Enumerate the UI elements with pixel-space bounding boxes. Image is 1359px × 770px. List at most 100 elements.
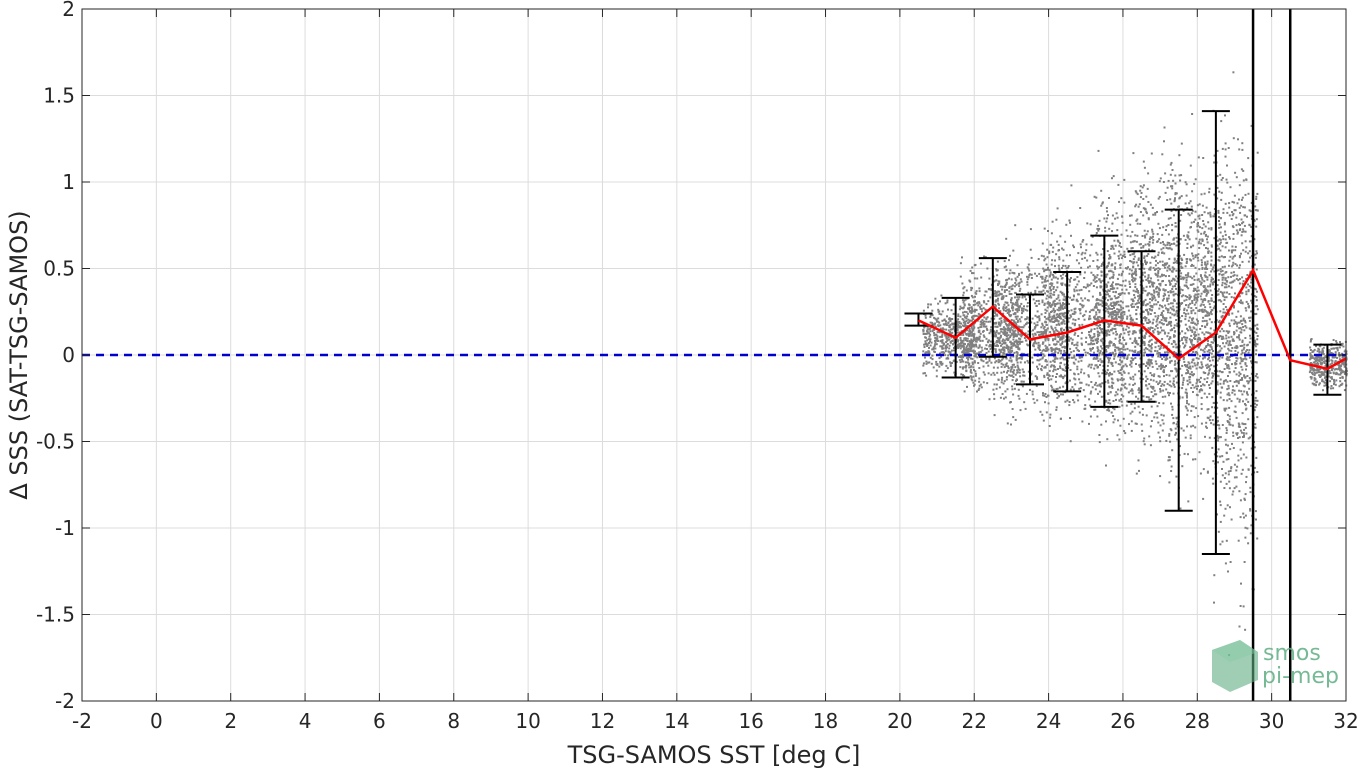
scatter-point xyxy=(944,334,947,337)
scatter-point xyxy=(1238,436,1241,439)
scatter-point xyxy=(1142,317,1145,319)
scatter-point xyxy=(1185,341,1188,344)
scatter-point xyxy=(1153,256,1156,259)
scatter-point xyxy=(929,338,932,341)
scatter-point xyxy=(1210,382,1213,385)
scatter-point xyxy=(1230,281,1233,284)
scatter-point xyxy=(1047,348,1050,351)
scatter-point xyxy=(1111,286,1114,289)
scatter-point xyxy=(1063,295,1066,298)
scatter-point xyxy=(1077,252,1080,255)
scatter-point xyxy=(1073,278,1076,281)
scatter-point xyxy=(1095,251,1098,254)
scatter-point xyxy=(1044,292,1046,295)
scatter-point xyxy=(1125,404,1128,407)
scatter-point xyxy=(1046,373,1049,376)
scatter-point xyxy=(1106,409,1109,412)
scatter-point xyxy=(1175,275,1177,278)
scatter-point xyxy=(987,341,989,344)
scatter-point xyxy=(1005,281,1008,284)
scatter-point xyxy=(961,341,964,344)
scatter-point xyxy=(1111,327,1114,330)
scatter-point xyxy=(1002,328,1005,331)
scatter-point xyxy=(958,359,961,362)
scatter-point xyxy=(1012,330,1015,333)
scatter-point xyxy=(1238,266,1241,269)
scatter-point xyxy=(1155,362,1158,365)
scatter-point xyxy=(970,306,973,309)
scatter-point xyxy=(1159,177,1162,180)
scatter-point xyxy=(960,373,963,376)
scatter-point xyxy=(1059,367,1062,369)
scatter-point xyxy=(1238,206,1241,209)
scatter-point xyxy=(1160,305,1163,308)
scatter-point xyxy=(969,332,972,335)
scatter-point xyxy=(1232,339,1235,342)
scatter-point xyxy=(1149,339,1152,342)
scatter-point xyxy=(1167,224,1170,226)
scatter-point xyxy=(1246,375,1249,377)
scatter-point xyxy=(1111,222,1114,225)
scatter-point xyxy=(1085,286,1087,289)
scatter-point xyxy=(1141,429,1144,432)
scatter-point xyxy=(1187,367,1190,369)
scatter-point xyxy=(1107,357,1110,360)
scatter-point xyxy=(1124,363,1127,366)
scatter-point xyxy=(1130,247,1133,250)
scatter-point xyxy=(1055,329,1058,331)
scatter-point xyxy=(1021,312,1023,315)
scatter-point xyxy=(1201,325,1204,327)
scatter-point xyxy=(1108,344,1111,347)
scatter-point xyxy=(982,330,985,332)
scatter-point xyxy=(1166,323,1169,326)
scatter-point xyxy=(972,336,975,339)
scatter-point xyxy=(1077,293,1080,296)
scatter-point xyxy=(1149,298,1152,300)
scatter-point xyxy=(1111,288,1114,291)
scatter-point xyxy=(1003,380,1006,383)
scatter-point xyxy=(1021,294,1024,297)
scatter-point xyxy=(976,352,978,355)
scatter-point xyxy=(1061,340,1064,343)
scatter-point xyxy=(1204,263,1207,266)
scatter-point xyxy=(1239,448,1242,451)
scatter-point xyxy=(1115,391,1118,394)
scatter-point xyxy=(1153,393,1156,396)
scatter-point xyxy=(1157,270,1160,272)
scatter-point xyxy=(935,343,938,346)
scatter-point xyxy=(1054,368,1057,371)
scatter-point xyxy=(1055,316,1058,319)
scatter-point xyxy=(1217,259,1220,262)
scatter-point xyxy=(1129,223,1132,226)
scatter-point xyxy=(1117,315,1120,318)
scatter-point xyxy=(1231,200,1234,203)
scatter-point xyxy=(1096,415,1099,418)
scatter-point xyxy=(1009,370,1012,373)
scatter-point xyxy=(1225,296,1228,299)
scatter-point xyxy=(993,397,996,400)
scatter-point xyxy=(1179,269,1181,272)
scatter-point xyxy=(1235,176,1238,179)
scatter-point xyxy=(1148,340,1151,343)
scatter-point xyxy=(1114,301,1117,304)
scatter-point xyxy=(985,352,988,354)
scatter-point xyxy=(1240,218,1243,221)
scatter-point xyxy=(1052,370,1055,373)
scatter-point xyxy=(1109,323,1112,325)
scatter-point xyxy=(1170,370,1172,373)
scatter-point xyxy=(959,339,962,342)
scatter-point xyxy=(1034,291,1037,294)
scatter-point xyxy=(1153,303,1156,306)
scatter-point xyxy=(993,373,996,376)
scatter-point xyxy=(984,290,987,293)
scatter-point xyxy=(1221,281,1224,284)
scatter-point xyxy=(1224,256,1226,258)
scatter-point xyxy=(1152,235,1154,238)
scatter-point xyxy=(1129,376,1132,379)
scatter-point xyxy=(1105,348,1107,351)
scatter-point xyxy=(947,329,950,332)
scatter-point xyxy=(924,356,926,359)
scatter-point xyxy=(1089,347,1092,350)
scatter-point xyxy=(1053,368,1056,371)
scatter-point xyxy=(1006,371,1008,374)
